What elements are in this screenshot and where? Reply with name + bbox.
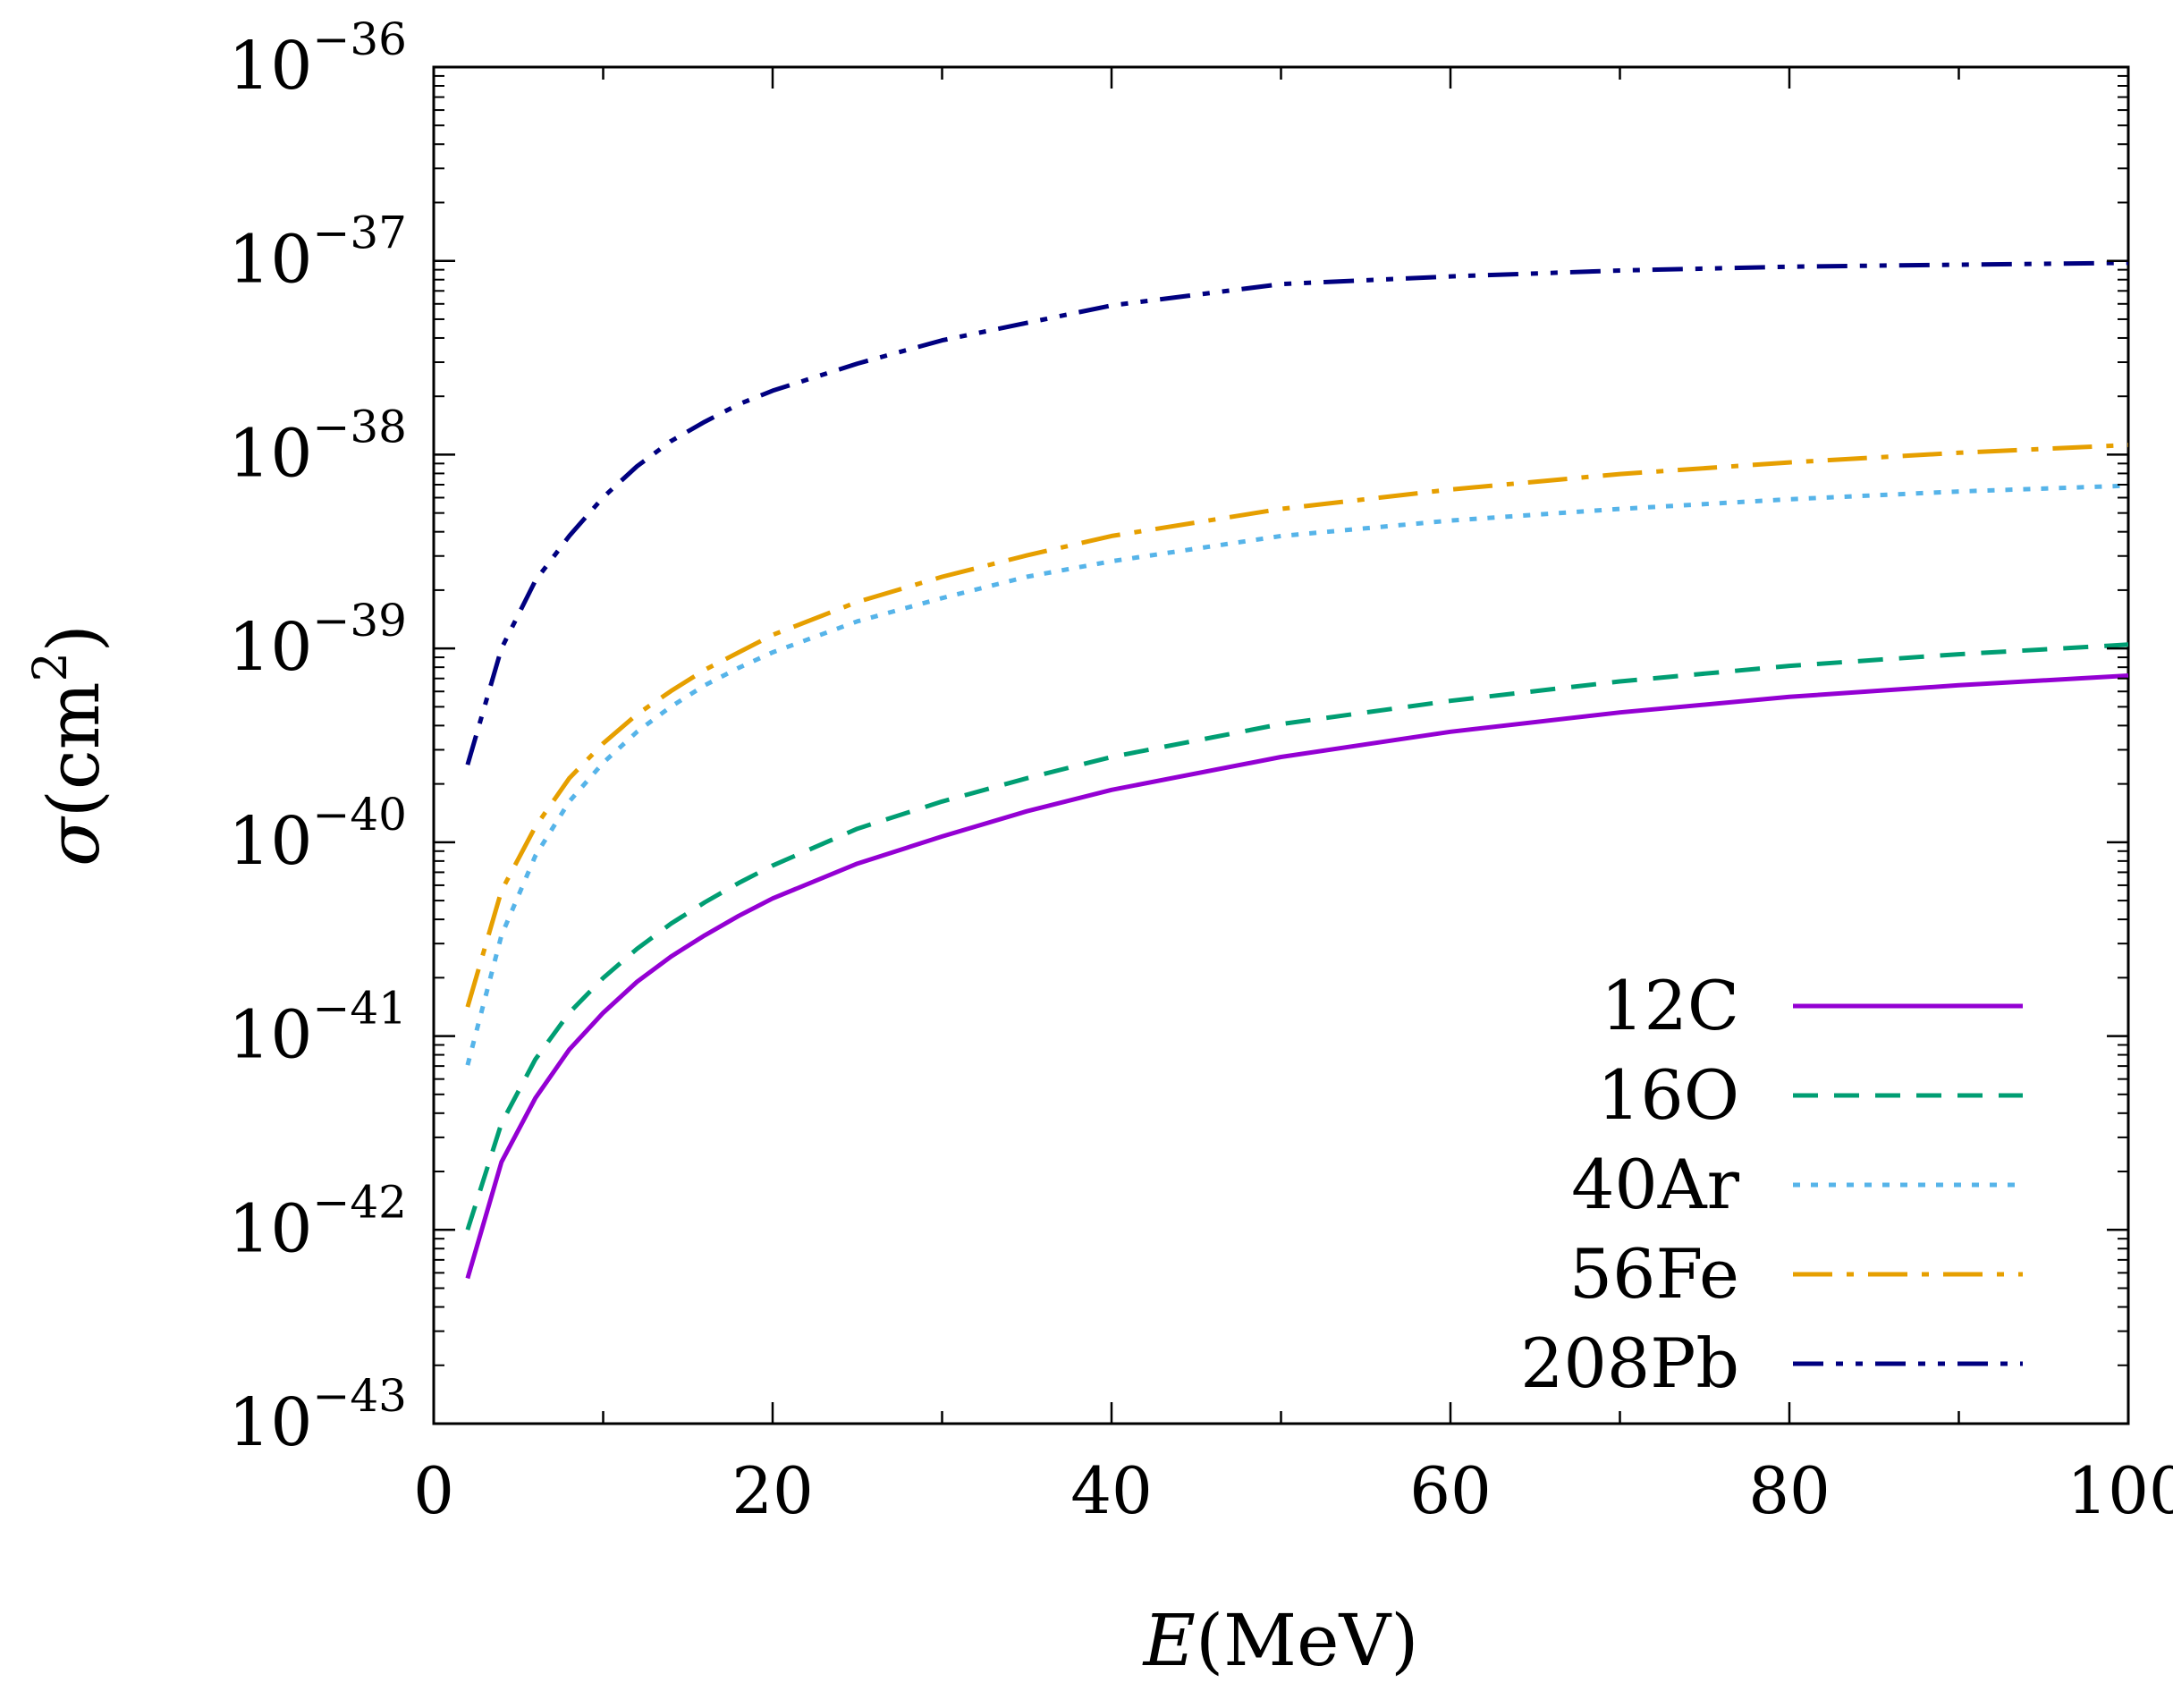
y-tick-label: 10−40	[228, 789, 407, 880]
x-tick-label: 80	[1748, 1453, 1831, 1528]
y-tick-label: 10−38	[228, 401, 407, 492]
legend-label-12c: 12C	[1601, 966, 1739, 1045]
legend-label-208pb: 208Pb	[1520, 1323, 1739, 1403]
x-tick-label: 40	[1070, 1453, 1153, 1528]
x-axis-title: E(MeV)	[1142, 1599, 1419, 1682]
legend: 12C 16O 40Ar 56Fe 208Pb	[1520, 966, 2023, 1403]
series-line-208pb	[465, 260, 2128, 765]
series-line-16o	[465, 642, 2128, 1231]
y-tick-label: 10−41	[228, 983, 407, 1074]
x-tick-label: 20	[731, 1453, 814, 1528]
plot-border	[432, 65, 2130, 1425]
legend-label-16o: 16O	[1597, 1055, 1739, 1135]
x-tick-label: 60	[1409, 1453, 1492, 1528]
y-tick-label: 10−36	[228, 13, 407, 105]
plot-frame	[432, 65, 2130, 1425]
y-tick-label: 10−39	[228, 595, 407, 686]
series-line-40ar	[465, 483, 2128, 1066]
y-tick-label: 10−43	[228, 1370, 407, 1461]
y-axis-title: σ(cm2)	[24, 624, 115, 867]
legend-label-56fe: 56Fe	[1569, 1234, 1739, 1314]
x-tick-label: 0	[413, 1453, 454, 1528]
series-line-56fe	[465, 443, 2128, 1008]
y-tick-label: 10−42	[228, 1176, 407, 1267]
x-tick-label: 100	[2067, 1453, 2173, 1528]
legend-label-40ar: 40Ar	[1571, 1145, 1740, 1224]
y-tick-label: 10−37	[228, 207, 407, 299]
series-layer	[465, 260, 2128, 1280]
ticks-layer	[432, 65, 2130, 1425]
series-line-12c	[465, 673, 2128, 1280]
labels-layer: 0 20 40 60 80 100 10−36 10−37 10−38 10−39 10−40 10−…	[24, 13, 2173, 1682]
